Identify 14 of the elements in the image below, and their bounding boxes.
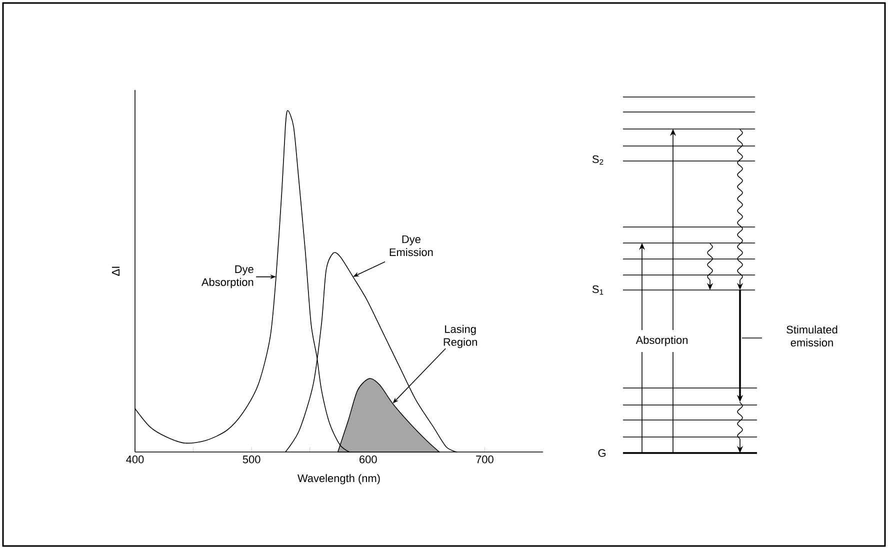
- text: S$_{2}$: [592, 155, 604, 165]
- x-tick-label: 700: [476, 456, 494, 464]
- text: Stimulated emission: [786, 325, 838, 346]
- text: G: [598, 449, 606, 457]
- annotation: Dye Emission: [390, 236, 433, 256]
- x-tick-label: 400: [126, 456, 144, 464]
- x-tick-label: 600: [360, 456, 377, 464]
- text: Absorption: [636, 336, 688, 346]
- annotation: Lasing Region: [444, 324, 477, 348]
- text: S$_{1}$: [592, 285, 604, 295]
- y-axis-title: ΔI: [112, 266, 120, 276]
- x-axis-title: Wavelength (nm): [298, 474, 380, 484]
- x-tick-label: 500: [242, 456, 260, 464]
- annotation: Dye Absorption: [201, 265, 254, 288]
